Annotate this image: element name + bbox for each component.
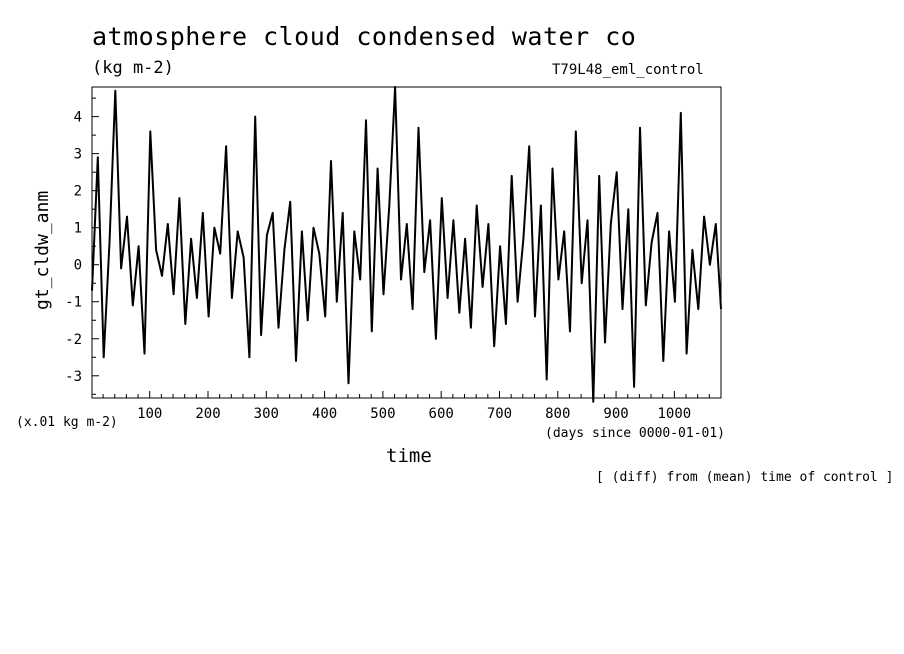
y-tick-label: 3 — [74, 147, 82, 163]
axis-ticks: 100 200 300 400 500 600 700 800 900 1000 -3 -2 -1 0 1 2… — [65, 97, 710, 422]
y-tick-label: -3 — [65, 369, 82, 385]
data-series — [91, 86, 722, 403]
y-tick-label: -1 — [65, 295, 82, 311]
x-tick-label: 700 — [487, 406, 512, 422]
x-tick-label: 500 — [370, 406, 395, 422]
y-tick-label: 4 — [74, 110, 82, 126]
x-tick-label: 800 — [545, 406, 570, 422]
y-tick-label: 0 — [74, 258, 82, 274]
run-name: T79L48_eml_control — [552, 62, 704, 78]
x-tick-label: 200 — [195, 406, 220, 422]
x-axis-label: time — [386, 445, 432, 467]
chart-units: (kg m-2) — [92, 58, 174, 78]
x-tick-label: 900 — [603, 406, 628, 422]
x-tick-label: 1000 — [658, 406, 692, 422]
x-unit-note: (days since 0000-01-01) — [545, 426, 726, 441]
series-line — [91, 86, 722, 403]
y-tick-label: 2 — [74, 184, 82, 200]
y-tick-label: -2 — [65, 332, 82, 348]
y-tick-label: 1 — [74, 221, 82, 237]
x-tick-label: 300 — [254, 406, 279, 422]
scale-note: (x.01 kg m-2) — [16, 415, 118, 430]
x-tick-label: 600 — [429, 406, 454, 422]
operation-note: [ (diff) from (mean) time of control ] — [596, 470, 894, 485]
chart-title: atmosphere cloud condensed water co — [92, 22, 637, 51]
x-tick-label: 400 — [312, 406, 337, 422]
x-tick-label: 100 — [137, 406, 162, 422]
